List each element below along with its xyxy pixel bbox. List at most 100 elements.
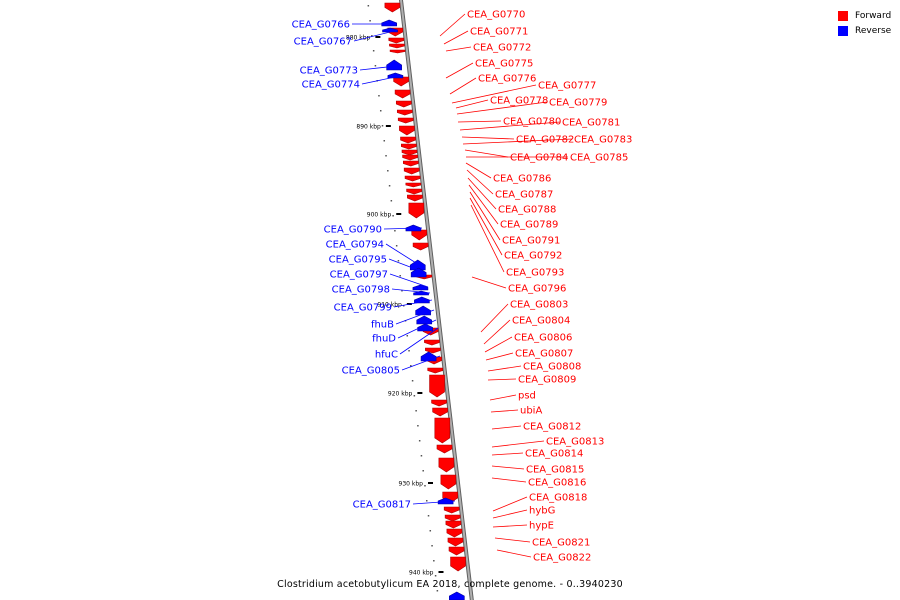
leader-line <box>445 62 474 79</box>
forward-gene <box>400 136 416 144</box>
leader-line <box>445 46 472 52</box>
forward-gene <box>436 444 453 454</box>
minor-tick <box>402 305 405 307</box>
reverse-gene-label: CEA_G0798 <box>332 285 390 296</box>
minor-tick <box>413 395 416 397</box>
forward-gene <box>388 37 405 44</box>
forward-gene <box>446 528 463 538</box>
forward-gene <box>397 117 414 124</box>
forward-gene-label: CEA_G0807 <box>515 349 573 360</box>
forward-swatch <box>838 10 848 21</box>
major-tick <box>375 36 381 38</box>
reverse-gene <box>410 267 427 278</box>
forward-gene-label: CEA_G0772 <box>473 43 531 54</box>
forward-gene <box>399 125 415 136</box>
forward-gene <box>447 537 464 547</box>
leader-line <box>491 452 524 456</box>
major-tick <box>438 571 444 573</box>
minor-tick <box>378 95 380 97</box>
forward-gene <box>440 474 457 490</box>
forward-gene <box>401 149 418 156</box>
forward-gene-label: CEA_G0783 <box>574 135 632 146</box>
minor-tick <box>371 35 373 37</box>
minor-tick <box>388 185 391 187</box>
reverse-gene-label: CEA_G0797 <box>330 270 388 281</box>
leader-line <box>471 276 507 289</box>
reverse-gene <box>387 72 404 79</box>
forward-gene-label: CEA_G0821 <box>532 538 590 549</box>
minor-tick <box>410 365 412 367</box>
leader-line <box>492 496 528 512</box>
leader-line <box>487 378 517 381</box>
minor-tick <box>427 515 430 517</box>
tick-layer: 880 kbp 890 kbp 900 kbp 910 kbp 920 kbp 930 k… <box>346 5 444 592</box>
minor-tick <box>372 50 375 52</box>
forward-gene-label: CEA_G0791 <box>502 236 560 247</box>
minor-tick <box>422 470 424 472</box>
reverse-gene <box>386 59 402 71</box>
leader-line <box>359 65 397 71</box>
minor-tick <box>418 440 421 442</box>
forward-gene <box>425 347 441 354</box>
minor-tick <box>394 230 396 232</box>
forward-gene-label: CEA_G0778 <box>490 96 548 107</box>
reverse-gene-label: fhuB <box>371 320 394 331</box>
forward-gene <box>407 194 423 202</box>
leader-line <box>455 99 489 109</box>
reverse-gene-label: CEA_G0773 <box>300 66 358 77</box>
forward-gene-label: CEA_G0781 <box>562 118 620 129</box>
leader-line <box>399 327 439 355</box>
leader-line <box>462 138 573 145</box>
leader-line <box>491 440 545 448</box>
leader-line <box>412 500 456 505</box>
leader-line <box>385 243 425 269</box>
legend-label-forward: Forward <box>855 10 892 21</box>
minor-tick <box>381 125 384 127</box>
minor-tick <box>434 575 437 577</box>
forward-gene-label: CEA_G0792 <box>504 251 562 262</box>
leader-layer <box>352 13 573 558</box>
minor-tick <box>383 140 386 142</box>
forward-gene-label: CEA_G0784 <box>510 153 568 164</box>
tick-label: 920 kbp <box>388 391 413 398</box>
forward-gene <box>432 407 448 417</box>
leader-line <box>494 537 531 543</box>
minor-tick <box>392 215 394 217</box>
forward-gene-label: hybG <box>529 506 555 517</box>
forward-gene <box>395 100 412 108</box>
reverse-gene-label: CEA_G0799 <box>334 303 392 314</box>
leader-line <box>483 319 511 345</box>
forward-gene-label: CEA_G0815 <box>526 465 584 476</box>
forward-gene <box>394 89 411 99</box>
forward-gene <box>424 339 440 346</box>
leader-line <box>467 177 497 210</box>
forward-gene <box>400 143 417 150</box>
forward-gene <box>438 457 455 473</box>
leader-line <box>461 136 515 140</box>
tick-label: 880 kbp <box>346 35 371 42</box>
leader-line <box>469 191 501 241</box>
forward-gene-label: CEA_G0796 <box>508 284 566 295</box>
leader-line <box>383 227 423 230</box>
gene-layer <box>381 2 466 600</box>
leader-line <box>391 288 431 294</box>
leader-line <box>466 169 494 195</box>
forward-gene <box>405 182 422 188</box>
reverse-gene <box>412 284 429 291</box>
major-tick <box>385 125 391 127</box>
leader-line <box>388 258 427 274</box>
minor-tick <box>390 200 393 202</box>
forward-gene <box>450 556 466 572</box>
minor-tick <box>417 425 419 427</box>
forward-gene-label: CEA_G0785 <box>570 153 628 164</box>
forward-gene <box>448 546 465 556</box>
reverse-gene-label: hfuC <box>375 350 398 361</box>
minor-tick <box>406 335 409 337</box>
forward-gene-label: CEA_G0822 <box>533 553 591 564</box>
reverse-gene <box>449 591 465 600</box>
forward-gene-label: CEA_G0770 <box>467 10 525 21</box>
forward-gene-label: CEA_G0793 <box>506 268 564 279</box>
leader-line <box>491 425 522 430</box>
reverse-gene-label: CEA_G0805 <box>342 366 400 377</box>
leader-line <box>449 77 477 95</box>
